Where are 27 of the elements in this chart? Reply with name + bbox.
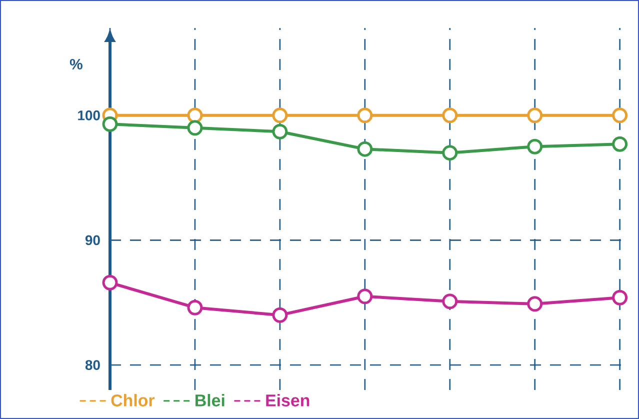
point [527,138,543,154]
point [442,145,458,161]
point [612,290,628,306]
y-tick-label: 80 [85,360,100,370]
point [102,116,118,132]
point [527,296,543,312]
point [612,108,628,124]
legend-label: Blei [196,394,224,406]
point [357,141,373,157]
y-axis-title: % [70,58,82,70]
point [357,288,373,304]
point [187,300,203,316]
point [102,274,118,290]
point [357,108,373,124]
point [527,108,543,124]
point [272,307,288,323]
point [187,108,203,124]
point [442,294,458,310]
point [187,120,203,136]
point [272,108,288,124]
legend-label: Chlor [111,394,155,406]
point [272,124,288,140]
legend-label: Eisen [266,394,310,406]
y-tick-label: 100 [78,110,100,120]
y-tick-label: 90 [85,235,100,246]
point [612,136,628,152]
point [442,108,458,124]
